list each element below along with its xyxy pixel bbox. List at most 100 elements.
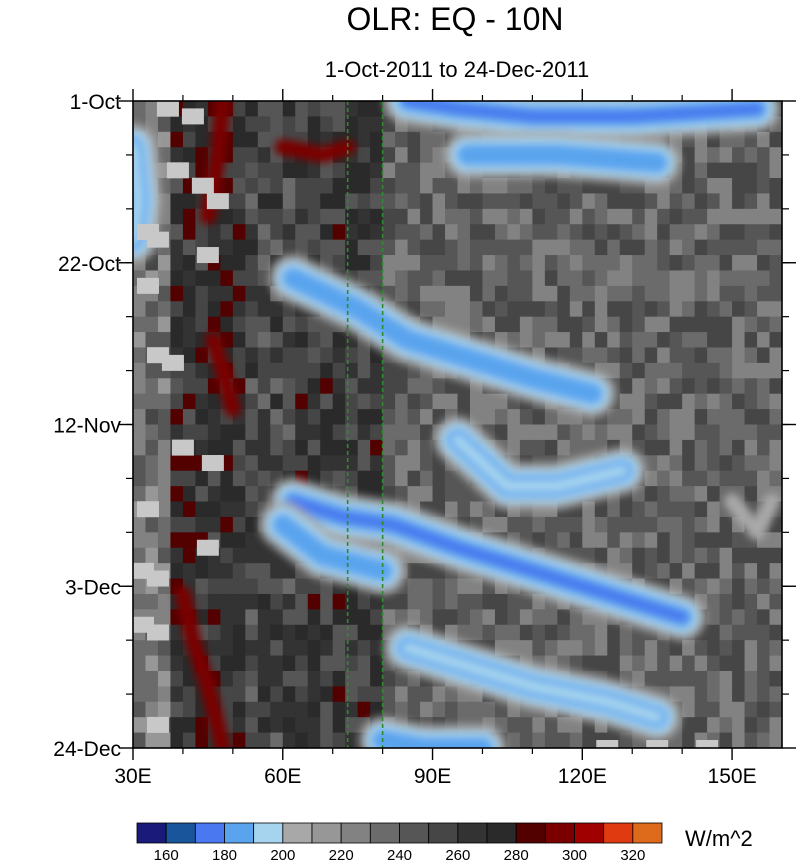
heatmap-cell [207,301,221,318]
heatmap-cell [457,393,471,410]
heatmap-cell [133,101,147,118]
heatmap-cell [357,593,371,610]
heatmap-cell [307,347,321,364]
heatmap-cell [133,532,147,549]
heatmap-cell [207,563,221,580]
heatmap-cell [719,717,733,734]
heatmap-cell [694,193,708,210]
heatmap-cell [207,424,221,441]
heatmap-cell [407,285,421,302]
heatmap-cell [332,101,346,118]
missing-cell [146,231,169,248]
heatmap-cell [682,547,696,564]
heatmap-cell [507,609,521,626]
heatmap-cell [207,609,221,626]
heatmap-cell [307,239,321,256]
heatmap-cell [420,208,434,225]
heatmap-cell [282,224,296,241]
heatmap-cell [145,378,159,395]
heatmap-cell [494,516,509,533]
heatmap-cell [195,285,209,302]
heatmap-cell [532,270,546,287]
heatmap-cell [182,193,197,210]
heatmap-cell [357,255,371,272]
heatmap-cell [707,162,721,179]
heatmap-cell [295,578,309,595]
colorbar-swatch [253,822,284,844]
heatmap-cell [320,393,334,410]
heatmap-cell [519,732,533,748]
feature-core [287,496,688,623]
heatmap-cell [207,470,221,487]
heatmap-cell [744,178,758,195]
heatmap-cell [307,578,321,595]
heatmap-cell [582,501,596,518]
heatmap-cell [469,409,484,426]
heatmap-cell [145,640,159,657]
heatmap-cell [519,332,533,349]
heatmap-cell [582,301,596,318]
missing-cell [166,162,189,179]
heatmap-cell [282,439,296,456]
heatmap-cell [195,362,209,379]
heatmap-cell [232,578,246,595]
heatmap-cell [232,439,246,456]
heatmap-cell [769,162,782,179]
heatmap-cell [370,378,384,395]
heatmap-cell [320,362,334,379]
heatmap-cell [557,301,571,318]
heatmap-cell [732,624,746,641]
colorbar-swatch [399,822,430,844]
heatmap-cell [220,255,234,272]
heatmap-cell [232,239,246,256]
heatmap-cell [619,224,633,241]
heatmap-cell [532,332,546,349]
heatmap-cell [295,193,309,210]
heatmap-cell [619,301,633,318]
heatmap-cell [494,178,509,195]
heatmap-cell [732,470,746,487]
heatmap-cell [270,624,284,641]
heatmap-cell [719,224,733,241]
heatmap-cell [619,255,633,272]
heatmap-cell [307,101,321,118]
heatmap-cell [407,208,421,225]
heatmap-cell [557,208,571,225]
heatmap-cell [644,362,658,379]
heatmap-cell [732,640,746,657]
plot-area [133,101,782,748]
heatmap-cell [382,131,396,148]
heatmap-cell [682,362,696,379]
heatmap-cell [719,593,733,610]
heatmap-cell [544,609,558,626]
heatmap-cell [357,208,371,225]
heatmap-cell [669,362,683,379]
heatmap-cell [295,178,309,195]
heatmap-cell [157,547,172,564]
heatmap-cell [407,378,421,395]
heatmap-cell [407,131,421,148]
heatmap-cell [769,316,782,333]
heatmap-cell [295,347,309,364]
heatmap-cell [732,270,746,287]
heatmap-cell [432,409,446,426]
colorbar-swatch [194,822,225,844]
heatmap-cell [345,101,359,118]
heatmap-cell [382,239,396,256]
heatmap-cell [320,409,334,426]
heatmap-cell [469,624,484,641]
heatmap-cell [732,439,746,456]
heatmap-cell [707,593,721,610]
heatmap-cell [682,285,696,302]
heatmap-cell [607,501,621,518]
colorbar-swatch [544,822,575,844]
heatmap-cell [432,501,446,518]
heatmap-cell [744,409,758,426]
heatmap-cell [357,439,371,456]
heatmap-cell [469,178,484,195]
heatmap-cell [569,270,583,287]
heatmap-cell [669,424,683,441]
missing-cell [596,740,619,748]
heatmap-cell [220,224,234,241]
heatmap-cell [732,208,746,225]
